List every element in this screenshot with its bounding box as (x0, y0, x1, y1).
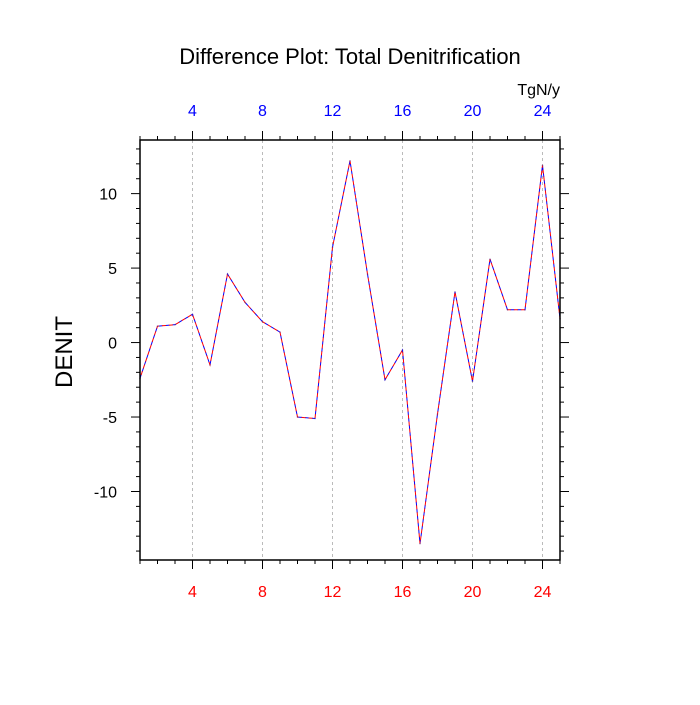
data-point-18 (436, 413, 439, 415)
x-tick-label-bottom-4: 4 (188, 584, 197, 601)
data-point-7 (244, 301, 246, 304)
data-point-11 (314, 417, 316, 420)
data-point-12 (331, 246, 334, 249)
x-tick-label-top-12: 12 (324, 103, 342, 120)
data-point-8 (261, 320, 264, 323)
data-point-13 (349, 160, 351, 162)
grid-layer (192, 140, 543, 560)
series-line-red (139, 160, 561, 544)
data-point-5 (209, 364, 211, 366)
data-point-17 (419, 542, 421, 545)
data-point-3 (174, 323, 176, 326)
x-tick-label-bottom-20: 20 (464, 584, 482, 601)
x-tick-label-top-24: 24 (534, 103, 552, 120)
units-label: TgN/y (517, 82, 560, 99)
x-tick-label-top-8: 8 (258, 103, 267, 120)
y-tick-label-10: 10 (99, 187, 117, 204)
x-tick-label-top-16: 16 (394, 103, 412, 120)
data-point-20 (471, 380, 474, 383)
data-point-19 (454, 291, 456, 293)
x-tick-label-bottom-12: 12 (324, 584, 342, 601)
x-tick-label-bottom-24: 24 (534, 584, 552, 601)
data-point-16 (401, 349, 404, 351)
data-point-22 (506, 308, 509, 311)
plot-frame (139, 139, 561, 561)
x-tick-label-bottom-16: 16 (394, 584, 412, 601)
data-point-9 (279, 331, 281, 333)
x-tick-label-top-4: 4 (188, 103, 197, 120)
data-point-14 (366, 273, 369, 275)
x-tick-label-top-20: 20 (464, 103, 482, 120)
data-point-21 (489, 258, 491, 260)
data-point-15 (384, 378, 386, 381)
data-point-23 (524, 308, 526, 311)
data-point-10 (296, 416, 299, 418)
series-layer (139, 160, 561, 545)
y-tick-label--5: -5 (103, 410, 117, 427)
series-line-blue (139, 160, 561, 544)
data-point-2 (156, 325, 159, 327)
y-tick-label-5: 5 (108, 261, 117, 278)
data-point-4 (191, 313, 194, 316)
label-layer: 4 4 8 8 12 12 16 16 20 20 24 24 10 5 0 -5 -10 (94, 103, 552, 601)
y-tick-label--10: -10 (94, 484, 117, 501)
x-tick-label-bottom-8: 8 (258, 584, 267, 601)
data-point-24 (541, 164, 544, 167)
tick-layer (131, 131, 569, 569)
y-tick-label-0: 0 (108, 336, 117, 353)
chart-title: Difference Plot: Total Denitrification (179, 44, 521, 69)
data-point-6 (226, 273, 229, 275)
y-axis-label: DENIT (51, 316, 78, 388)
